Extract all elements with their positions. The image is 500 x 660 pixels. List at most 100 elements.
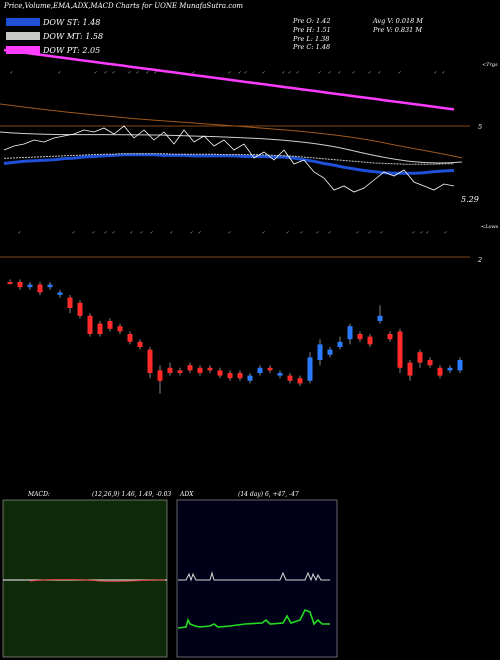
series-line-1 <box>3 153 454 165</box>
marker-top: ⸝ <box>112 68 115 75</box>
marker-bottom: ⸝ <box>444 228 447 235</box>
candle-body <box>157 370 163 381</box>
candle-body <box>407 362 413 376</box>
candle-body <box>287 375 293 381</box>
legend-swatch-pt <box>6 46 40 54</box>
candle-body <box>217 370 223 376</box>
marker-bottom: ⸝ <box>316 228 319 235</box>
candle-body <box>267 367 273 371</box>
candle-body <box>207 367 213 371</box>
candle-body <box>77 302 83 316</box>
marker-bottom: ⸝ <box>112 228 115 235</box>
candle-body <box>117 326 123 332</box>
candle-body <box>397 331 403 368</box>
quote-low: Pre L: 1.38 <box>293 35 330 43</box>
candle-body <box>357 334 363 340</box>
marker-top: ⸝ <box>368 68 371 75</box>
legend-dow-st: DOW ST: 1.48 <box>6 16 100 28</box>
marker-bottom: ⸝ <box>368 228 371 235</box>
marker-bottom: ⸝ <box>262 228 265 235</box>
marker-top: ⸝ <box>328 68 331 75</box>
marker-top: ⸝ <box>146 68 149 75</box>
marker-bottom: ⸝ <box>286 228 289 235</box>
label-lows: <Lows <box>481 224 499 230</box>
candle-body <box>107 321 113 329</box>
marker-bottom: ⸝ <box>380 228 383 235</box>
marker-top: ⸝ <box>282 68 285 75</box>
legend-dow-pt: DOW PT: 2.05 <box>6 44 100 56</box>
candle-body <box>127 334 133 342</box>
candle-body <box>167 367 173 373</box>
candle-body <box>257 367 263 373</box>
candle-body <box>87 315 93 334</box>
candle-body <box>17 282 23 288</box>
marker-top: ⸝ <box>136 68 139 75</box>
quote-high: Pre H: 1.51 <box>293 26 331 34</box>
candle-body <box>437 367 443 376</box>
marker-bottom: ⸝ <box>412 228 415 235</box>
candle-body <box>227 373 233 379</box>
marker-top: ⸝ <box>352 68 355 75</box>
marker-top: ⸝ <box>318 68 321 75</box>
candle-body <box>347 326 353 340</box>
candle-body <box>67 297 73 308</box>
adx-params: (14 day) 6, +47, -47 <box>238 491 299 498</box>
candles-group <box>7 279 463 394</box>
marker-top: ⸝ <box>154 68 157 75</box>
adx-panel <box>176 499 338 658</box>
candle-body <box>57 292 63 295</box>
candle-body <box>367 336 373 345</box>
marker-top: ⸝ <box>58 68 61 75</box>
trade-markers-group: ⸝ ⸝ ⸝ ⸝ ⸝ ⸝ ⸝ ⸝ ⸝ ⸝ ⸝ ⸝ ⸝ ⸝ ⸝ ⸝ ⸝ ⸝ ⸝ ⸝ ⸝ ⸝ ⸝ ⸝ ⸝ ⸝⸝ ⸝ ⸝ ⸝ ⸝ ⸝ ⸝ ⸝ ⸝ ⸝ ⸝ ⸝ ⸝ ⸝… <box>10 68 447 235</box>
marker-bottom: ⸝ <box>356 228 359 235</box>
candle-body <box>387 334 393 340</box>
candle-body <box>97 323 103 334</box>
marker-bottom: ⸝ <box>300 228 303 235</box>
candle-body <box>137 341 143 347</box>
legend-label-mt: DOW MT: 1.58 <box>43 31 104 41</box>
quote-open: Pre O: 1.42 <box>293 17 331 25</box>
candle-body <box>377 315 383 321</box>
macd-panel <box>2 499 168 658</box>
marker-top: ⸝ <box>238 68 241 75</box>
label-trgs: <Trgs <box>482 62 498 68</box>
adx-plus-di-line <box>178 571 330 582</box>
macd-label: MACD: <box>28 491 50 498</box>
ema-series-group <box>3 48 455 175</box>
marker-bottom: ⸝ <box>420 228 423 235</box>
marker-bottom: ⸝ <box>104 228 107 235</box>
candle-body <box>297 378 303 384</box>
marker-bottom: ⸝ <box>328 228 331 235</box>
marker-top: ⸝ <box>442 68 445 75</box>
candle-body <box>337 341 343 347</box>
macd-signal-line <box>29 579 166 582</box>
candle-body <box>327 349 333 355</box>
candle-body <box>147 349 153 373</box>
marker-top: ⸝ <box>244 68 247 75</box>
label-candle-level: 2 <box>478 256 483 264</box>
candle-body <box>277 373 283 376</box>
marker-top: ⸝ <box>192 68 195 75</box>
adx-line <box>177 608 330 629</box>
label-ema-value: 5.29 <box>461 195 479 204</box>
marker-top: ⸝ <box>10 68 13 75</box>
legend-swatch-st <box>6 18 40 26</box>
marker-top: ⸝ <box>288 68 291 75</box>
candle-body <box>307 357 313 381</box>
quote-avg-volume: Avg V: 0.018 M <box>373 17 423 25</box>
marker-top: ⸝ <box>228 68 231 75</box>
marker-bottom: ⸝ <box>72 228 75 235</box>
candle-body <box>47 284 53 288</box>
candle-body <box>7 282 13 284</box>
marker-bottom: ⸝ <box>92 228 95 235</box>
marker-bottom: ⸝ <box>198 228 201 235</box>
candle-body <box>427 360 433 366</box>
legend-label-st: DOW ST: 1.48 <box>43 17 101 27</box>
marker-bottom: ⸝ <box>228 228 231 235</box>
marker-top: ⸝ <box>398 68 401 75</box>
candle-body <box>317 344 323 360</box>
candle-body <box>417 352 423 363</box>
marker-bottom: ⸝ <box>18 228 21 235</box>
candle-body <box>187 365 193 371</box>
